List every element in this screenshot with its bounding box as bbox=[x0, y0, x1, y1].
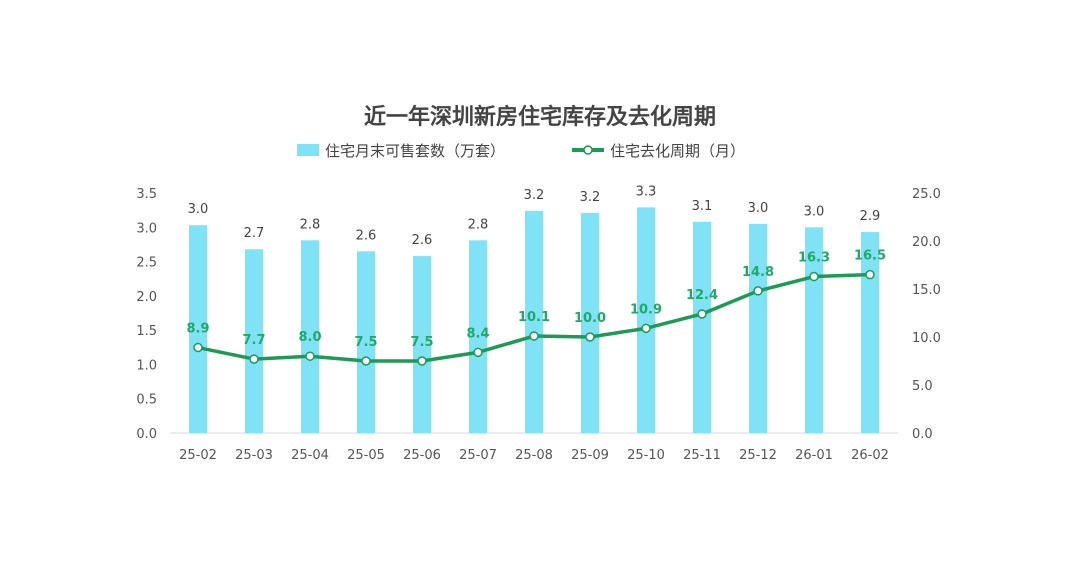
bar-data-label: 2.8 bbox=[468, 217, 489, 232]
bar-data-label: 2.9 bbox=[860, 209, 881, 224]
line-data-label: 16.3 bbox=[798, 251, 830, 266]
line-point bbox=[193, 342, 203, 353]
legend-line-marker bbox=[583, 145, 593, 155]
bar bbox=[861, 232, 879, 433]
bar-data-label: 3.2 bbox=[524, 188, 545, 203]
line-point bbox=[417, 356, 427, 366]
x-tick-label: 25-05 bbox=[347, 448, 385, 463]
x-tick-label: 25-08 bbox=[515, 448, 553, 463]
y-left-tick-label: 3.5 bbox=[136, 187, 157, 202]
bar-data-label: 3.0 bbox=[188, 202, 209, 217]
bar-data-label: 3.2 bbox=[580, 190, 601, 205]
line-point bbox=[529, 331, 539, 341]
legend-line-label: 住宅去化周期（月） bbox=[610, 142, 745, 160]
line-data-label: 7.7 bbox=[242, 333, 265, 348]
line-point bbox=[809, 271, 819, 282]
bar bbox=[637, 207, 655, 433]
y-right-tick-label: 5.0 bbox=[912, 379, 933, 394]
bar bbox=[245, 249, 263, 433]
line-point bbox=[585, 332, 595, 342]
y-right-tick-label: 10.0 bbox=[912, 331, 941, 346]
line-data-label: 10.0 bbox=[574, 311, 606, 326]
y-right-tick-label: 20.0 bbox=[912, 235, 941, 250]
line-data-label: 16.5 bbox=[854, 249, 886, 264]
line-data-label: 8.0 bbox=[298, 330, 321, 345]
bar-data-label: 3.0 bbox=[804, 204, 825, 219]
line-point bbox=[305, 351, 315, 361]
bar-data-label: 3.1 bbox=[692, 199, 713, 214]
line-data-label: 14.8 bbox=[742, 265, 774, 280]
bar-data-label: 2.7 bbox=[244, 226, 265, 241]
line-point bbox=[865, 269, 875, 280]
bar-data-label: 2.6 bbox=[412, 233, 433, 248]
y-left-tick-label: 1.0 bbox=[136, 358, 157, 373]
line-data-label: 7.5 bbox=[354, 335, 377, 350]
bar bbox=[413, 256, 431, 433]
bar-data-label: 2.6 bbox=[356, 228, 377, 243]
legend-bar-label: 住宅月末可售套数（万套） bbox=[325, 142, 505, 160]
line-point bbox=[361, 356, 371, 366]
x-tick-label: 25-06 bbox=[403, 448, 441, 463]
line-point bbox=[473, 347, 483, 358]
legend-bar-swatch bbox=[297, 144, 319, 156]
line-point bbox=[753, 286, 763, 296]
y-left-tick-label: 2.0 bbox=[136, 290, 157, 305]
y-right-tick-label: 25.0 bbox=[912, 187, 941, 202]
bar bbox=[357, 251, 375, 433]
x-tick-label: 25-10 bbox=[627, 448, 665, 463]
line-data-label: 12.4 bbox=[686, 288, 718, 303]
x-tick-label: 26-02 bbox=[851, 448, 889, 463]
x-tick-label: 26-01 bbox=[795, 448, 833, 463]
x-tick-label: 25-11 bbox=[683, 448, 721, 463]
y-left-tick-label: 3.0 bbox=[136, 221, 157, 236]
x-tick-label: 25-09 bbox=[571, 448, 609, 463]
line-data-label: 7.5 bbox=[410, 335, 433, 350]
legend: 住宅月末可售套数（万套） 住宅去化周期（月） bbox=[297, 142, 745, 160]
line-data-label: 10.1 bbox=[518, 310, 550, 325]
x-tick-label: 25-02 bbox=[179, 448, 217, 463]
bar bbox=[693, 221, 711, 433]
bar-data-label: 2.8 bbox=[300, 217, 321, 232]
x-tick-label: 25-03 bbox=[235, 448, 273, 463]
x-tick-label: 25-07 bbox=[459, 448, 497, 463]
line-data-label: 8.9 bbox=[186, 322, 209, 337]
y-left-tick-label: 2.5 bbox=[136, 256, 157, 271]
bar-data-label: 3.0 bbox=[748, 201, 769, 216]
bar bbox=[581, 212, 599, 433]
line-data-label: 8.4 bbox=[466, 326, 489, 341]
y-left-tick-label: 0.0 bbox=[136, 427, 157, 442]
bar bbox=[525, 210, 543, 433]
line-point bbox=[697, 309, 707, 319]
bar bbox=[469, 240, 487, 433]
chart-title: 近一年深圳新房住宅库存及去化周期 bbox=[364, 104, 716, 130]
y-right-tick-label: 0.0 bbox=[912, 427, 933, 442]
line-point bbox=[249, 354, 259, 364]
y-right-tick-label: 15.0 bbox=[912, 283, 941, 298]
x-tick-label: 25-04 bbox=[291, 448, 329, 463]
bar bbox=[189, 225, 207, 433]
y-left-tick-label: 1.5 bbox=[136, 324, 157, 339]
bar bbox=[749, 223, 767, 433]
line-point bbox=[641, 323, 651, 334]
x-tick-label: 25-12 bbox=[739, 448, 777, 463]
bar-data-label: 3.3 bbox=[636, 184, 657, 199]
y-left-tick-label: 0.5 bbox=[136, 393, 157, 408]
line-data-label: 10.9 bbox=[630, 302, 662, 317]
bar bbox=[301, 240, 319, 433]
